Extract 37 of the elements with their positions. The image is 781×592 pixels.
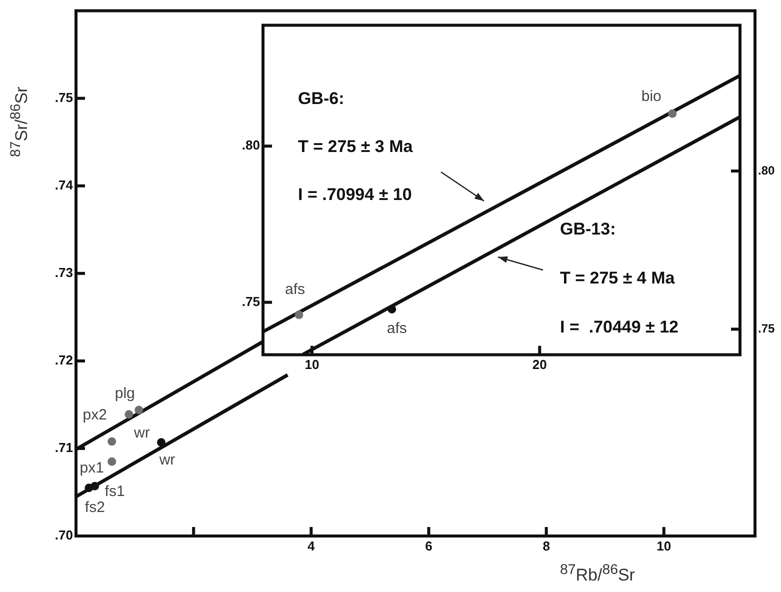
- annotation: GB-13:: [560, 219, 616, 238]
- point: [108, 457, 116, 466]
- annotation: plg: [114, 385, 135, 402]
- x-tick-label: 8: [542, 538, 550, 554]
- annotation: bio: [641, 88, 662, 105]
- y-tick-label: .70: [54, 528, 73, 543]
- annotation: px2: [82, 406, 107, 424]
- y-tick-label: .72: [54, 352, 73, 368]
- annotation: T = 275 ± 3 Ma: [298, 136, 414, 156]
- point: [124, 410, 134, 419]
- x-tick-label: 20: [532, 357, 547, 372]
- y-tick-label: .75: [54, 90, 73, 105]
- x-tick-label: 10: [656, 538, 672, 554]
- y2-tick-label: .80: [758, 163, 776, 178]
- x-tick-label: 10: [304, 357, 320, 372]
- y2-tick-label: .75: [758, 321, 776, 336]
- annotation: fs1: [104, 483, 125, 500]
- y-tick-label: .71: [54, 440, 73, 456]
- x-tick-label: 6: [425, 538, 432, 554]
- point: [90, 482, 100, 490]
- y-tick-label: .74: [54, 177, 74, 192]
- annotation: afs: [284, 280, 305, 298]
- annotation: fs2: [84, 498, 105, 516]
- annotation: I = .70994 ± 10: [298, 184, 412, 204]
- annotation: wr: [132, 424, 150, 442]
- annotation: wr: [158, 451, 176, 468]
- x-axis-title: $^{87}$Rb/$^{86}$Sr: [560, 562, 635, 586]
- point: [134, 406, 144, 414]
- x-tick-label: 4: [308, 538, 316, 554]
- annotation: afs: [386, 320, 407, 338]
- annotation: GB-6:: [298, 88, 344, 108]
- annotation: T = 275 ± 4 Ma: [560, 268, 676, 288]
- annotation: I = .70449 ± 12: [560, 317, 679, 336]
- point: [156, 438, 166, 447]
- y-tick-label: .73: [54, 264, 73, 280]
- annotation: px1: [80, 460, 104, 477]
- point: [108, 437, 116, 446]
